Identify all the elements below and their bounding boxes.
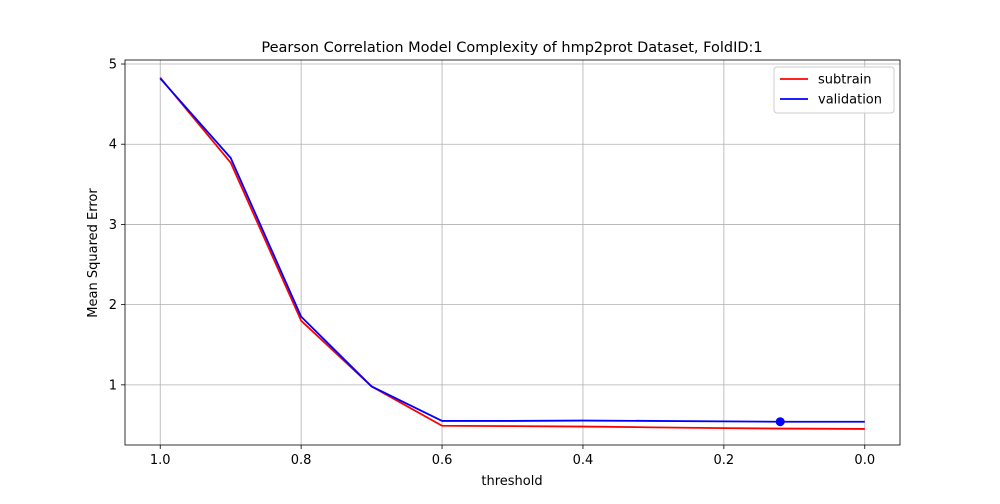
legend: subtrain validation	[773, 66, 895, 114]
y-tick-label: 2	[109, 298, 117, 313]
y-axis-label: Mean Squared Error	[86, 188, 101, 318]
y-tick-label: 5	[109, 58, 117, 73]
series-line-subtrain	[159, 77, 865, 430]
series-group	[159, 77, 865, 430]
x-tick-label: 1.0	[150, 453, 171, 468]
x-tick-label: 0.0	[854, 453, 875, 468]
plot-frame	[124, 59, 901, 446]
x-tick-label: 0.6	[432, 453, 453, 468]
grid	[125, 60, 900, 445]
chart-title: Pearson Correlation Model Complexity of …	[261, 40, 762, 56]
y-tick-label: 3	[109, 218, 117, 233]
y-axis-ticks: 1 2 3 4 5	[109, 58, 125, 393]
legend-label-validation: validation	[818, 93, 882, 108]
y-tick-label: 1	[109, 378, 117, 393]
series-line-validation	[159, 77, 865, 423]
x-tick-label: 0.4	[573, 453, 594, 468]
y-tick-label: 4	[109, 138, 117, 153]
min-validation-marker	[775, 417, 785, 427]
x-tick-label: 0.2	[714, 453, 735, 468]
x-axis-label: threshold	[481, 474, 542, 489]
legend-label-subtrain: subtrain	[818, 73, 872, 88]
x-tick-label: 0.8	[291, 453, 312, 468]
x-axis-ticks: 1.0 0.8 0.6 0.4 0.2 0.0	[150, 445, 875, 468]
